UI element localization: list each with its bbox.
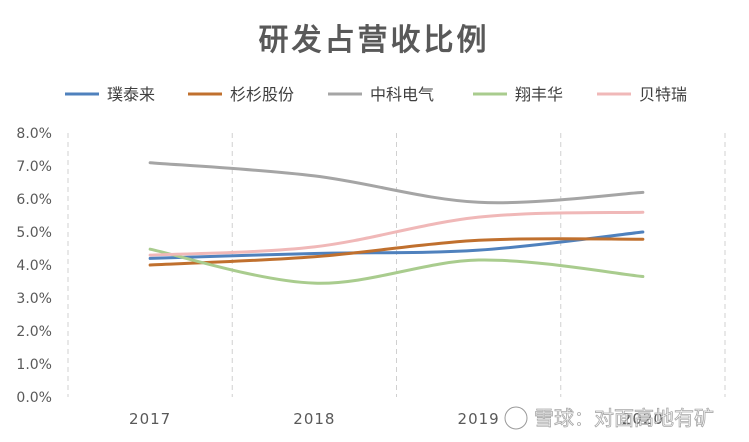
series-line-贝特瑞	[148, 210, 645, 257]
series-line-翔丰华	[148, 247, 645, 285]
y-tick-label: 0.0%	[16, 390, 52, 406]
snowball-logo-icon	[504, 406, 528, 430]
series-line-杉杉股份	[148, 237, 645, 267]
y-tick-label: 5.0%	[16, 225, 52, 241]
y-tick-label: 6.0%	[16, 192, 52, 208]
gridlines	[67, 133, 726, 397]
y-tick-label: 7.0%	[16, 159, 52, 175]
watermark: 雪球：对面高地有矿	[504, 406, 714, 430]
legend-label: 贝特瑞	[639, 85, 687, 104]
watermark-text: 雪球：对面高地有矿	[534, 406, 714, 430]
x-axis: 2017 2018 2019 2020	[129, 410, 664, 428]
legend-label: 翔丰华	[515, 85, 563, 104]
x-tick-label: 2020	[622, 410, 664, 428]
legend-label: 中科电气	[370, 85, 434, 104]
y-tick-label: 4.0%	[16, 258, 52, 274]
x-tick-label: 2017	[129, 410, 171, 428]
chart-title: 研发占营收比例	[259, 23, 490, 58]
y-axis: 0.0% 1.0% 2.0% 3.0% 4.0% 5.0% 6.0% 7.0% 8.0%	[16, 126, 52, 406]
y-tick-label: 3.0%	[16, 291, 52, 307]
legend: 璞泰来 杉杉股份 中科电气 翔丰华 贝特瑞	[65, 85, 687, 104]
series-line-中科电气	[148, 161, 645, 205]
legend-label: 璞泰来	[107, 85, 155, 104]
series-line-璞泰来	[148, 230, 645, 260]
x-tick-label: 2019	[458, 410, 500, 428]
y-tick-label: 8.0%	[16, 126, 52, 142]
y-tick-label: 2.0%	[16, 324, 52, 340]
series-lines	[148, 161, 645, 285]
legend-label: 杉杉股份	[230, 85, 294, 104]
y-tick-label: 1.0%	[16, 357, 52, 373]
x-tick-label: 2018	[293, 410, 335, 428]
